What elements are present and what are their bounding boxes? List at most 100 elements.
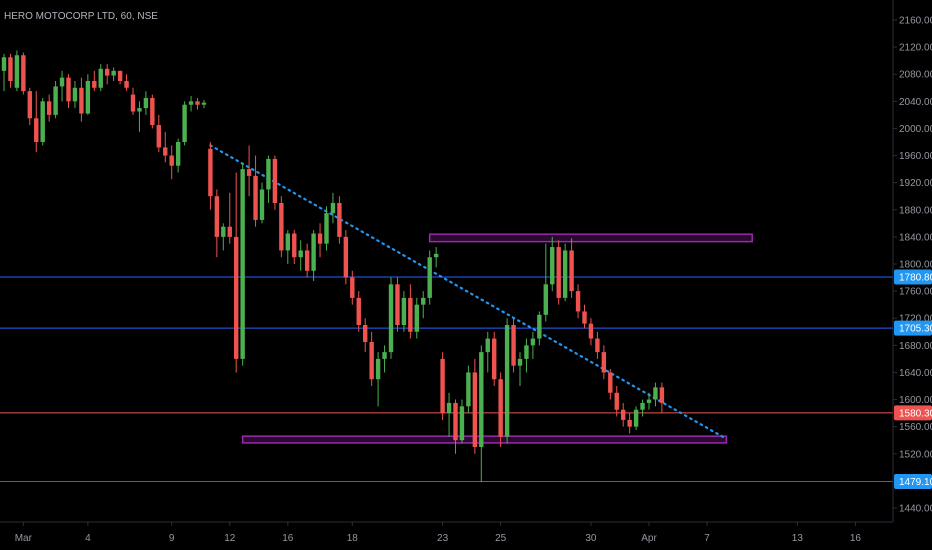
candle-body: [85, 81, 91, 114]
time-axis[interactable]: Mar 4 9 12 16 18 23 25 30 Apr 7 13 16: [15, 522, 862, 544]
candle: [234, 172, 239, 373]
candle-body: [150, 97, 155, 126]
time-tick-label: 12: [224, 533, 236, 544]
candle: [330, 192, 336, 224]
candle-body: [98, 68, 103, 88]
candle-body: [621, 409, 626, 420]
candle: [588, 318, 594, 346]
price-tick-label: 2000.00: [899, 124, 932, 135]
candle-body: [14, 55, 20, 88]
candle: [175, 138, 181, 173]
candle: [614, 386, 619, 417]
candle: [201, 99, 207, 109]
candle-body: [492, 338, 497, 380]
candle: [601, 345, 607, 380]
candle: [363, 318, 368, 353]
candle-body: [582, 311, 587, 324]
candle: [240, 162, 245, 366]
candle: [246, 145, 252, 197]
candle-body: [343, 236, 349, 278]
candle-body: [511, 325, 516, 366]
candle: [659, 382, 665, 414]
candle-body: [427, 257, 432, 298]
candle-body: [369, 341, 374, 380]
price-tick-label: 1760.00: [899, 287, 932, 298]
candle: [575, 284, 581, 319]
candle: [227, 192, 232, 244]
candle-body: [304, 250, 310, 271]
candle: [188, 95, 194, 112]
candle-body: [543, 284, 548, 315]
candle: [646, 392, 652, 410]
candle: [195, 97, 200, 110]
candle-body: [201, 102, 207, 105]
candle-body: [259, 189, 265, 220]
price-badge-label: 1705.30: [899, 324, 932, 335]
candle-body: [285, 233, 290, 251]
candle-body: [92, 81, 97, 88]
candle: [433, 247, 439, 268]
price-axis[interactable]: 2160.00 2120.00 2080.00 2040.00 2000.00 1960.…: [893, 16, 932, 515]
candle-body: [34, 118, 39, 142]
candle-body: [614, 392, 619, 410]
candle-body: [1, 57, 7, 71]
candle: [40, 97, 45, 146]
candle: [156, 114, 161, 153]
candle-body: [440, 358, 445, 414]
candle-body: [537, 314, 542, 339]
price-tick-label: 1800.00: [899, 260, 932, 271]
candle-body: [633, 409, 639, 427]
candle: [169, 145, 174, 180]
candle: [92, 70, 97, 92]
price-badge-background: [894, 320, 932, 336]
candle: [298, 240, 303, 271]
time-tick-label: 13: [792, 533, 804, 544]
candle-body: [240, 169, 245, 359]
chart-title: HERO MOTOCORP LTD, 60, NSE: [4, 11, 158, 22]
candle-body: [550, 247, 555, 285]
candle: [304, 243, 310, 278]
candle: [214, 189, 220, 258]
candle-body: [208, 148, 213, 197]
time-axis-background: [0, 522, 893, 550]
horizontal-lines-layer: [0, 276, 893, 482]
candle: [485, 331, 490, 373]
candle: [498, 372, 503, 447]
price-badge: 1580.30: [894, 405, 932, 421]
candle: [504, 318, 510, 444]
candle: [595, 331, 600, 359]
candle-body: [517, 358, 523, 366]
price-tick-label: 2120.00: [899, 43, 932, 54]
time-tick-label: 30: [585, 533, 597, 544]
candle-body: [227, 226, 232, 237]
candle: [401, 291, 407, 332]
candle-body: [266, 158, 271, 190]
candle-body: [337, 203, 342, 237]
candle-body: [382, 352, 387, 359]
candle: [408, 284, 413, 339]
candle: [27, 87, 32, 126]
candle: [163, 131, 168, 163]
candle: [524, 338, 529, 373]
candle-body: [182, 104, 187, 142]
candle: [324, 206, 329, 251]
price-axis-background: [893, 0, 932, 522]
candle-body: [562, 250, 568, 298]
candle: [466, 365, 471, 414]
time-tick-label: 18: [347, 533, 359, 544]
candle-body: [504, 325, 510, 437]
candle: [150, 94, 155, 129]
candle-body: [375, 358, 381, 380]
candle: [79, 77, 84, 122]
candle-body: [72, 87, 78, 102]
candle-body: [105, 68, 110, 76]
zone-rectangle-1[interactable]: [428, 233, 753, 243]
candle-body: [408, 297, 413, 332]
candle-body: [8, 57, 13, 81]
candle: [446, 392, 452, 437]
zone-rectangle-2[interactable]: [241, 435, 728, 444]
candle: [492, 331, 497, 386]
candle: [182, 101, 187, 146]
